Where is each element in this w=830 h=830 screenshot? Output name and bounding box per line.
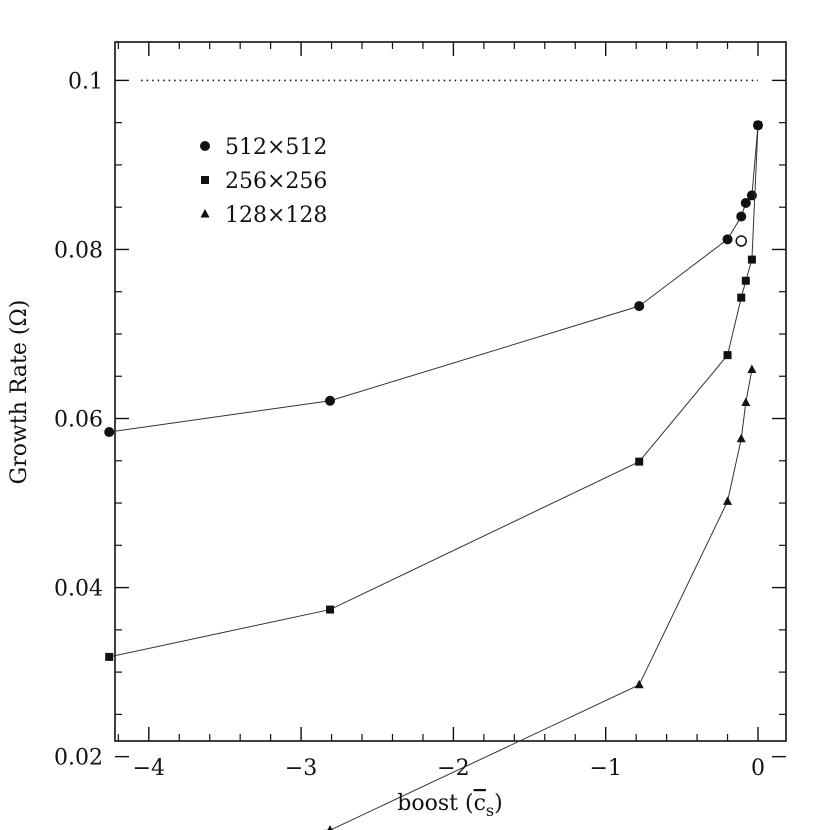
x-tick-label: −4 — [133, 756, 165, 781]
square-marker — [326, 605, 335, 614]
legend-label: 512×512 — [225, 135, 327, 160]
y-tick-label: 0.04 — [54, 577, 103, 602]
x-tick-label: −2 — [437, 756, 469, 781]
square-marker — [723, 351, 732, 360]
series-circle — [104, 120, 763, 438]
series-layer — [104, 120, 763, 830]
legend-label: 256×256 — [225, 169, 327, 194]
circle-marker — [634, 301, 645, 312]
x-axis-label-subscript: s — [486, 801, 494, 820]
x-tick-label: 0 — [751, 756, 765, 781]
y-tick-label: 0.02 — [54, 746, 103, 771]
legend-label: 128×128 — [225, 203, 327, 228]
circle-marker — [325, 395, 336, 406]
triangle-marker — [327, 825, 333, 830]
square-marker — [754, 121, 762, 130]
triangle-marker — [200, 209, 210, 218]
circle-marker — [104, 427, 115, 438]
circle-marker — [722, 234, 733, 245]
open-circle-marker — [735, 235, 747, 247]
triangle-marker — [736, 433, 746, 443]
tick-labels: −4 −3 −2 −1 0 0.02 0.04 0.06 0.08 0.1 — [54, 69, 765, 781]
square-marker — [747, 255, 756, 264]
series-line — [322, 369, 753, 830]
series-line — [109, 125, 759, 658]
circle-marker — [200, 141, 210, 151]
x-axis-label: boost (cs) — [397, 791, 502, 820]
circle-marker — [736, 211, 747, 222]
x-axis-label-symbol: c — [474, 791, 486, 816]
series-line — [109, 125, 759, 433]
axis-ticks — [115, 42, 786, 758]
square-marker — [105, 652, 114, 661]
square-marker — [737, 293, 746, 302]
y-axis-label: Growth Rate (Ω) — [7, 300, 32, 485]
y-tick-label: 0.08 — [54, 238, 103, 263]
triangle-marker — [741, 397, 751, 406]
x-tick-label: −3 — [285, 756, 317, 781]
y-tick-label: 0.1 — [68, 69, 103, 94]
legend: 512×512 256×256 128×128 — [200, 135, 327, 228]
plot-frame — [114, 41, 787, 742]
series-triangle — [322, 364, 757, 830]
square-marker — [635, 457, 644, 466]
triangle-marker — [634, 679, 644, 689]
circle-marker — [740, 197, 751, 208]
series-square — [105, 121, 762, 661]
x-tick-label: −1 — [589, 756, 621, 781]
square-marker — [741, 276, 750, 285]
square-marker — [201, 176, 209, 184]
triangle-marker — [723, 496, 733, 505]
triangle-marker — [747, 364, 757, 373]
y-tick-label: 0.06 — [54, 408, 103, 433]
